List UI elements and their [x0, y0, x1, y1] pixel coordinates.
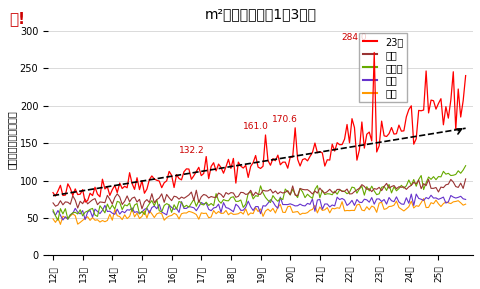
Text: 170.6: 170.6 — [272, 115, 298, 124]
Text: 284.0: 284.0 — [342, 33, 367, 42]
Title: m²単価の推移（1都3県）: m²単価の推移（1都3県） — [204, 7, 317, 21]
Legend: 23区, 都下, 神奈川, 埼玉, 千葉: 23区, 都下, 神奈川, 埼玉, 千葉 — [359, 33, 408, 102]
Text: マ!: マ! — [10, 12, 25, 27]
Text: 132.2: 132.2 — [179, 146, 204, 155]
Y-axis label: 発売単価（万円／㎡）: 発売単価（万円／㎡） — [7, 110, 17, 169]
Text: 161.0: 161.0 — [243, 122, 268, 131]
